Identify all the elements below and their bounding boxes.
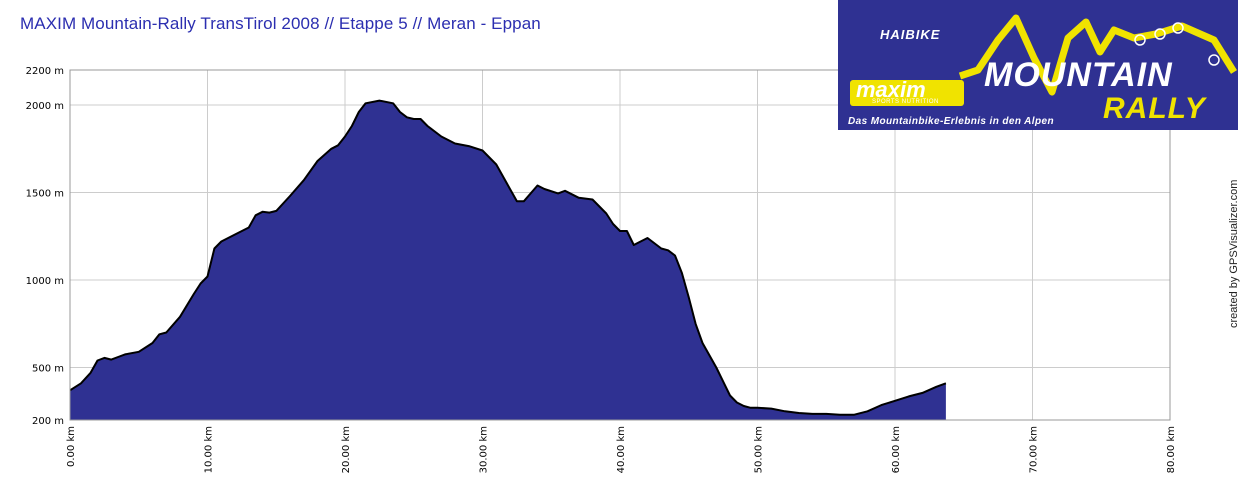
x-tick-label: 50.00 km [754,426,765,473]
y-tick-label: 500 m [32,364,64,375]
maxim-wordmark: maxim [856,77,926,102]
y-tick-label: 200 m [32,416,64,427]
x-tick-label: 20.00 km [341,426,352,473]
maxim-badge-background [850,80,964,106]
mountain-rally-logo: HAIBIKE maxim SPORTS NUTRITION MOUNTAIN … [838,0,1238,130]
x-axis-ticks: 0.00 km 10.00 km 20.00 km 30.00 km 40.00 km 5… [66,426,1177,473]
x-tick-label: 60.00 km [891,426,902,473]
maxim-subline: SPORTS NUTRITION [872,99,939,105]
y-tick-label: 1500 m [26,189,64,200]
plot-frame [69,69,1171,421]
x-tick-label: 80.00 km [1166,426,1177,473]
rally-wordmark: RALLY [1103,92,1206,125]
haibike-wordmark: HAIBIKE [880,27,941,42]
page-title: MAXIM Mountain-Rally TransTirol 2008 // … [20,14,541,33]
y-tick-label: 2200 m [26,66,64,77]
logo-tagline: Das Mountainbike-Erlebnis in den Alpen [848,116,1054,127]
elevation-line [69,99,947,416]
credit-text: created by GPSVisualizer.com [1228,179,1240,328]
mountain-outline-graphic [958,14,1237,96]
mountain-wordmark: MOUNTAIN [984,56,1173,94]
y-axis-ticks: 200 m 500 m 1000 m 1500 m 2000 m 2200 m [26,66,64,427]
x-tick-label: 70.00 km [1029,426,1040,473]
y-tick-label: 1000 m [26,276,64,287]
y-tick-label: 2000 m [26,101,64,112]
x-tick-label: 40.00 km [616,426,627,473]
elevation-area [69,99,947,420]
x-tick-label: 0.00 km [66,426,77,467]
x-tick-label: 30.00 km [479,426,490,473]
elevation-fill [70,100,946,420]
x-tick-label: 10.00 km [204,426,215,473]
plot-border [69,69,1171,421]
